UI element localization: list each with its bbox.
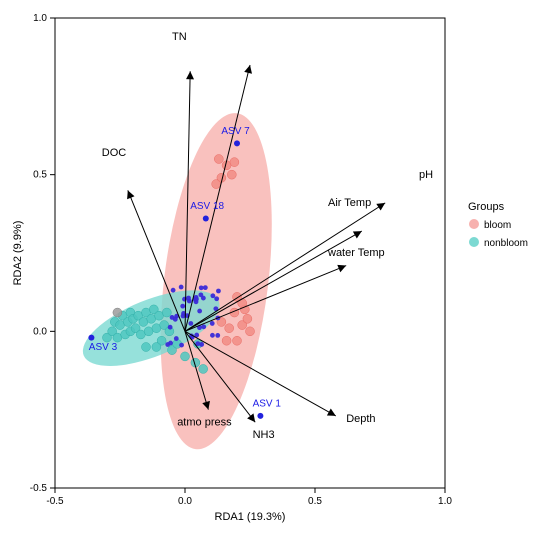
- asv-label: ASV 1: [253, 399, 282, 410]
- point-bloom: [233, 336, 242, 345]
- asv-cloud-point: [201, 324, 206, 329]
- legend-label: nonbloom: [484, 238, 528, 249]
- asv-point: [203, 216, 209, 222]
- asv-cloud-point: [182, 297, 187, 302]
- vector-label: DOC: [102, 147, 127, 159]
- point-bloom: [212, 180, 221, 189]
- asv-cloud-point: [210, 333, 215, 338]
- asv-cloud-point: [165, 342, 170, 347]
- asv-cloud-point: [170, 315, 175, 320]
- vector-label: pH: [419, 169, 433, 181]
- asv-cloud-point: [171, 288, 176, 293]
- legend-label: bloom: [484, 220, 511, 231]
- vector-label: atmo press: [177, 416, 232, 428]
- asv-cloud-point: [180, 304, 185, 309]
- point-nonbloom: [181, 352, 190, 361]
- asv-cloud-point: [168, 325, 173, 330]
- asv-label: ASV 7: [221, 126, 250, 137]
- asv-cloud-point: [174, 336, 179, 341]
- vector-label: Depth: [346, 413, 375, 425]
- asv-cloud-point: [186, 296, 191, 301]
- asv-cloud-point: [188, 321, 193, 326]
- legend: bloom nonbloom: [469, 219, 528, 249]
- asv-cloud-point: [199, 342, 204, 347]
- xtick-label: 0.5: [308, 496, 322, 507]
- xtick-label: 1.0: [438, 496, 452, 507]
- ytick-label: 0.0: [33, 326, 47, 337]
- ytick-label: 0.5: [33, 170, 47, 181]
- asv-cloud-point: [210, 293, 215, 298]
- point-bloom: [214, 155, 223, 164]
- point-bloom: [243, 314, 252, 323]
- asv-cloud-point: [215, 333, 220, 338]
- ytick-label: -0.5: [30, 483, 48, 494]
- asv-cloud-point: [203, 285, 208, 290]
- asv-cloud-point: [194, 297, 199, 302]
- asv-cloud-point: [199, 285, 204, 290]
- point-bloom: [225, 324, 234, 333]
- vector-label: Air Temp: [328, 197, 371, 209]
- asv-cloud-point: [210, 321, 215, 326]
- legend-swatch-nonbloom: [469, 237, 479, 247]
- vector-label: TN: [172, 31, 187, 43]
- xtick-label: -0.5: [46, 496, 64, 507]
- asv-cloud-point: [214, 296, 219, 301]
- vector-label: NH3: [253, 429, 275, 441]
- ytick-label: 1.0: [33, 13, 47, 24]
- point-gray: [113, 308, 122, 317]
- point-nonbloom: [162, 308, 171, 317]
- point-nonbloom: [142, 343, 151, 352]
- asv-point: [257, 413, 263, 419]
- asv-point: [234, 140, 240, 146]
- point-bloom: [227, 170, 236, 179]
- point-bloom: [246, 327, 255, 336]
- rda-plot: TNChl ADOCpHAir Tempwater TempDepthNH3at…: [0, 0, 550, 532]
- asv-cloud-point: [216, 289, 221, 294]
- asv-cloud-point: [179, 285, 184, 290]
- asv-point: [88, 335, 94, 341]
- asv-label: ASV 3: [89, 342, 118, 353]
- asv-cloud-point: [179, 343, 184, 348]
- asv-cloud-point: [198, 292, 203, 297]
- point-bloom: [230, 158, 239, 167]
- asv-cloud-point: [197, 309, 202, 314]
- point-nonbloom: [199, 364, 208, 373]
- xtick-label: 0.0: [178, 496, 192, 507]
- vector-label: water Temp: [327, 247, 385, 259]
- point-nonbloom: [152, 343, 161, 352]
- asv-label: ASV 18: [190, 201, 224, 212]
- point-bloom: [222, 336, 231, 345]
- legend-title: Groups: [468, 201, 505, 213]
- y-axis-label: RDA2 (9.9%): [12, 221, 24, 286]
- x-axis-label: RDA1 (19.3%): [215, 511, 286, 523]
- legend-swatch-bloom: [469, 219, 479, 229]
